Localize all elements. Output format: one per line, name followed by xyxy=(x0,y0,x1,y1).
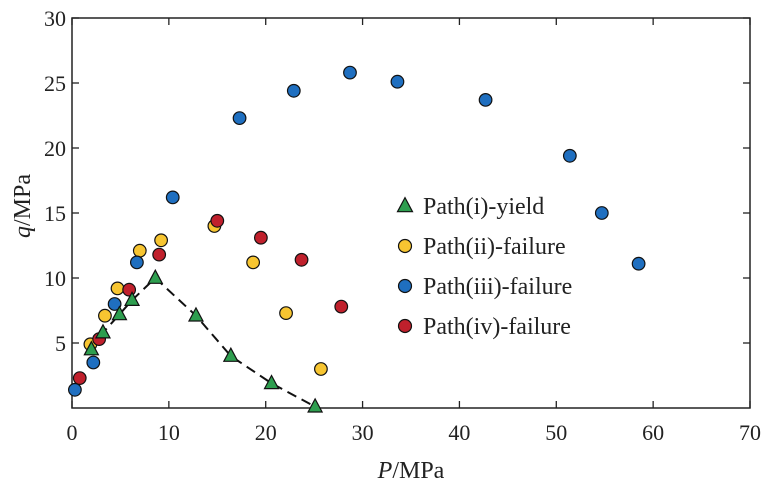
data-point-1 xyxy=(279,306,293,321)
data-point-2 xyxy=(478,92,493,107)
data-point-1 xyxy=(110,281,125,296)
data-point-3 xyxy=(294,252,309,267)
legend-marker xyxy=(397,278,413,294)
data-point-0 xyxy=(83,340,100,356)
x-tick-label: 0 xyxy=(67,420,78,445)
y-axis-title: q/MPa xyxy=(10,174,36,238)
series-lines xyxy=(90,276,316,408)
y-tick-label: 15 xyxy=(44,201,66,226)
y-tick-label: 5 xyxy=(55,331,66,356)
data-point-3 xyxy=(152,247,167,262)
data-point-0 xyxy=(307,397,324,413)
data-point-2 xyxy=(165,190,180,205)
data-point-0 xyxy=(222,346,239,362)
data-point-2 xyxy=(286,83,301,98)
data-point-1 xyxy=(246,255,261,270)
data-point-2 xyxy=(86,355,101,370)
plot-frame xyxy=(71,17,751,409)
x-tick-label: 40 xyxy=(448,420,470,445)
data-point-3 xyxy=(210,213,225,228)
data-point-2 xyxy=(562,148,577,163)
data-points xyxy=(68,65,646,413)
data-point-0 xyxy=(263,374,280,390)
axes xyxy=(71,17,751,409)
ticks: 0 10 20 30 40 50 60 70 5 10 15 20 25 30 xyxy=(44,6,761,445)
x-tick-label: 70 xyxy=(739,420,761,445)
y-tick-label: 10 xyxy=(44,266,66,291)
y-tick-label: 25 xyxy=(44,71,66,96)
data-point-2 xyxy=(129,255,144,270)
x-tick-label: 10 xyxy=(158,420,180,445)
data-point-2 xyxy=(594,206,609,220)
legend: Path(i)-yield Path(ii)-failure Path(iii)-f… xyxy=(396,194,572,340)
x-tick-label: 30 xyxy=(352,420,374,445)
x-axis-title: P/MPa xyxy=(377,458,445,484)
x-tick-label: 20 xyxy=(255,420,277,445)
data-point-1 xyxy=(314,362,328,376)
data-point-2 xyxy=(232,111,247,125)
legend-label: Path(iii)-failure xyxy=(423,274,572,300)
data-point-0 xyxy=(94,323,111,339)
legend-label: Path(i)-yield xyxy=(423,194,544,220)
data-point-2 xyxy=(107,297,122,311)
data-point-0 xyxy=(147,268,164,284)
data-point-2 xyxy=(343,65,357,80)
data-point-3 xyxy=(334,299,349,314)
data-point-0 xyxy=(124,291,141,306)
x-tick-label: 60 xyxy=(642,420,664,445)
data-point-2 xyxy=(68,382,82,397)
legend-label: Path(ii)-failure xyxy=(423,234,566,260)
y-tick-label: 30 xyxy=(44,6,66,31)
data-point-1 xyxy=(154,233,169,248)
legend-label: Path(iv)-failure xyxy=(423,314,571,340)
legend-marker xyxy=(397,318,413,334)
x-tick-label: 50 xyxy=(545,420,567,445)
series-line-path-i xyxy=(90,276,316,408)
data-point-0 xyxy=(187,306,204,322)
y-tick-label: 20 xyxy=(44,136,66,161)
data-point-2 xyxy=(631,256,646,271)
data-point-1 xyxy=(98,308,112,323)
legend-marker xyxy=(397,238,413,254)
data-point-1 xyxy=(132,243,147,258)
legend-marker xyxy=(396,196,414,213)
data-point-3 xyxy=(253,230,268,245)
data-point-0 xyxy=(111,305,128,321)
data-point-2 xyxy=(390,74,405,89)
data-point-3 xyxy=(72,371,87,386)
